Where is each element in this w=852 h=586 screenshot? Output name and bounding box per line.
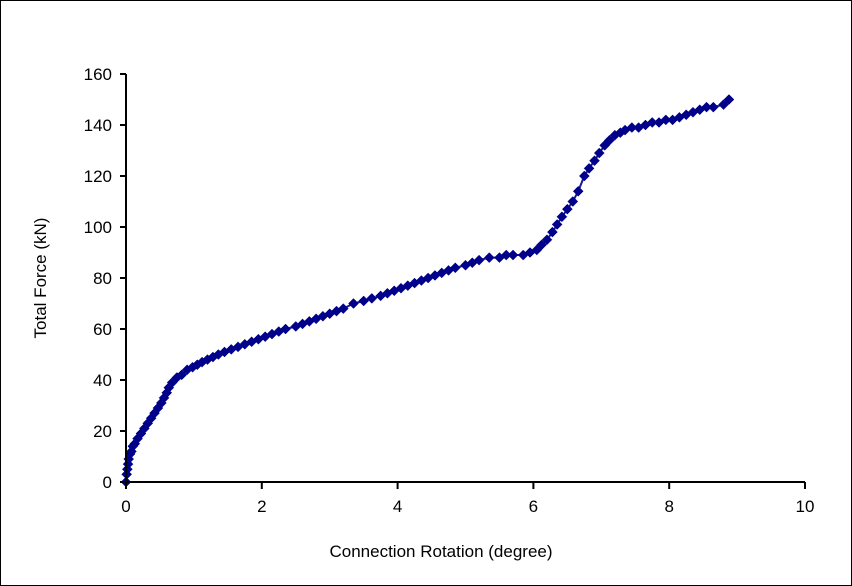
data-point [358, 295, 370, 307]
data-point [718, 99, 729, 110]
data-point [604, 134, 615, 146]
y-tick-label: 160 [84, 65, 112, 84]
axes: 0 20 40 60 80 100 120 140 160 0 2 4 6 8 10 [84, 65, 815, 516]
y-tick-label: 40 [93, 371, 112, 390]
data-point [547, 226, 558, 238]
x-tick-label: 10 [796, 497, 815, 516]
data-point [176, 369, 188, 381]
data-point [567, 196, 579, 207]
data-point [449, 262, 461, 274]
series-line [125, 98, 730, 483]
data-point [366, 293, 378, 304]
x-axis-title: Connection Rotation (degree) [329, 542, 552, 561]
data-point [551, 219, 563, 230]
x-tick-label: 6 [529, 497, 538, 516]
data-point [707, 101, 719, 113]
data-point [536, 239, 547, 251]
data-point [348, 298, 359, 309]
data-point [578, 170, 590, 182]
y-axis-title: Total Force (kN) [31, 218, 50, 339]
data-point [507, 249, 519, 261]
y-tick-label: 100 [84, 218, 112, 237]
y-tick-label: 140 [84, 116, 112, 135]
data-point [589, 155, 600, 167]
data-point [556, 211, 568, 223]
data-point [593, 147, 605, 159]
y-tick-label: 60 [93, 320, 112, 339]
data-point [561, 203, 573, 215]
x-tick-label: 2 [257, 497, 266, 516]
data-point [280, 323, 291, 335]
x-tick-label: 4 [393, 497, 402, 516]
data-point [483, 252, 495, 263]
y-tick-label: 80 [93, 269, 112, 288]
y-tick-label: 0 [103, 473, 112, 492]
data-points [120, 94, 735, 488]
y-tick-label: 120 [84, 167, 112, 186]
x-tick-label: 8 [664, 497, 673, 516]
data-point [723, 94, 735, 105]
data-point [583, 162, 595, 174]
data-point [473, 254, 485, 266]
data-point [572, 185, 584, 197]
data-point [337, 303, 349, 314]
x-tick-label: 0 [121, 497, 130, 516]
data-point [541, 234, 553, 246]
y-tick-label: 20 [93, 422, 112, 441]
